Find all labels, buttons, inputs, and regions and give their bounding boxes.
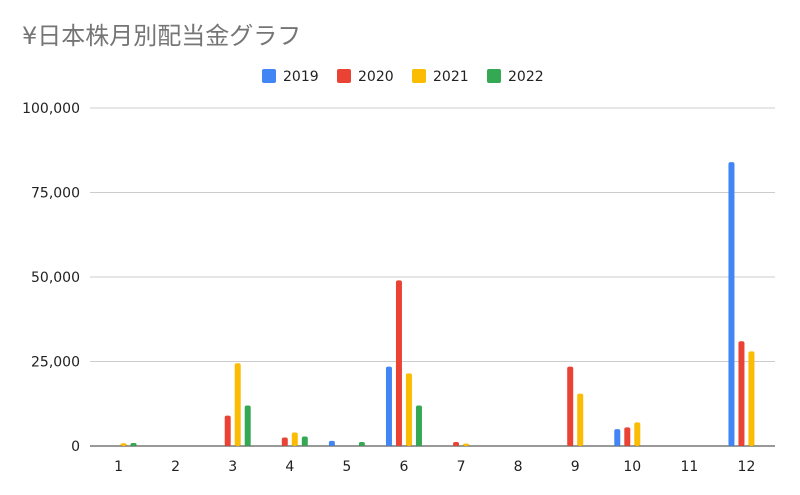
bar-2021-4 [291, 432, 298, 446]
legend-swatch-2021 [412, 69, 426, 83]
bar-2019-12 [728, 162, 735, 446]
x-tick-label: 11 [680, 459, 698, 475]
x-tick-label: 5 [342, 459, 351, 475]
x-tick-label: 2 [171, 459, 180, 475]
legend-swatch-2019 [262, 69, 276, 83]
legend-label-2019: 2019 [283, 69, 319, 85]
bar-2021-7 [463, 443, 470, 446]
bar-2019-5 [328, 440, 335, 446]
x-tick-label: 8 [514, 459, 523, 475]
y-tick-label: 0 [71, 439, 80, 455]
legend-swatch-2020 [337, 69, 351, 83]
x-tick-label: 10 [623, 459, 641, 475]
bar-2020-6 [395, 280, 402, 446]
bar-2020-12 [738, 341, 745, 446]
y-tick-label: 100,000 [22, 101, 80, 117]
y-tick-label: 75,000 [31, 186, 80, 202]
bar-2021-10 [634, 422, 641, 446]
x-tick-label: 7 [457, 459, 466, 475]
bar-2022-6 [415, 405, 422, 446]
bar-2022-4 [301, 436, 308, 446]
x-tick-label: 1 [114, 459, 123, 475]
x-tick-label: 4 [285, 459, 294, 475]
bar-2021-3 [234, 363, 241, 446]
y-tick-label: 25,000 [31, 355, 80, 371]
x-tick-label: 6 [399, 459, 408, 475]
bar-2022-3 [244, 405, 251, 446]
bar-2020-4 [281, 437, 288, 446]
bar-2022-5 [358, 441, 365, 446]
x-tick-label: 9 [571, 459, 580, 475]
y-tick-label: 50,000 [31, 270, 80, 286]
x-tick-label: 3 [228, 459, 237, 475]
bar-2021-9 [577, 393, 584, 446]
bar-2019-6 [385, 366, 392, 446]
bar-2021-6 [405, 373, 412, 446]
bar-2022-1 [130, 442, 137, 446]
legend-swatch-2022 [487, 69, 501, 83]
bar-2020-10 [624, 427, 631, 446]
legend-label-2021: 2021 [433, 69, 469, 85]
bar-2020-3 [224, 415, 231, 446]
bar-2021-12 [748, 351, 755, 446]
bar-2019-10 [614, 429, 621, 446]
bar-2021-1 [120, 443, 127, 446]
legend-label-2022: 2022 [508, 69, 544, 85]
chart-title: ¥日本株月別配当金グラフ [22, 22, 302, 50]
bar-2020-9 [567, 366, 574, 446]
x-tick-label: 12 [738, 459, 756, 475]
bar-2020-7 [453, 441, 460, 446]
legend-label-2020: 2020 [358, 69, 394, 85]
